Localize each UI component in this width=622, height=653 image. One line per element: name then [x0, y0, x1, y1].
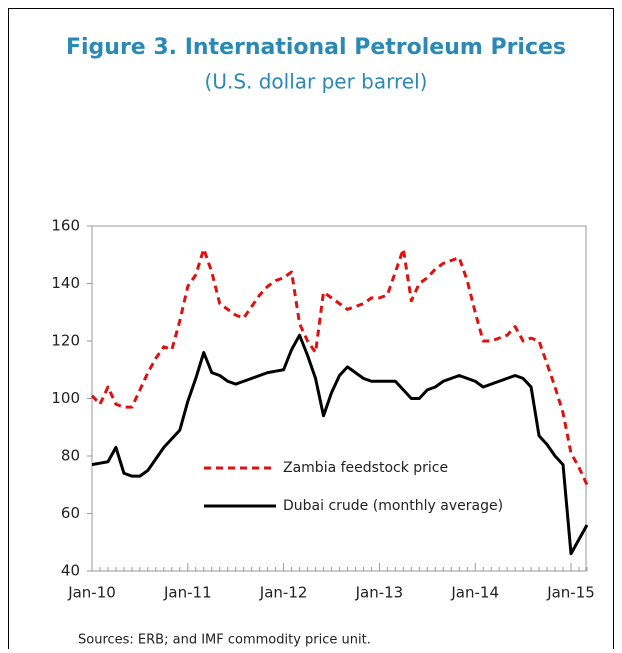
x-tick-label: Jan-14 — [450, 584, 499, 602]
y-tick-label: 160 — [51, 217, 80, 235]
plot-frame — [91, 225, 587, 572]
legend-label: Zambia feedstock price — [283, 460, 448, 476]
source-note: Sources: ERB; and IMF commodity price un… — [78, 633, 371, 648]
y-tick-label: 80 — [61, 447, 80, 465]
y-tick-label: 140 — [51, 274, 80, 292]
x-tick-label: Jan-11 — [163, 584, 212, 602]
y-tick-label: 120 — [51, 332, 80, 350]
chart-title: Figure 3. International Petroleum Prices — [66, 35, 566, 60]
series-line — [91, 333, 589, 556]
frame — [8, 8, 614, 649]
x-tick-label: Jan-13 — [355, 584, 404, 602]
y-tick-label: 40 — [61, 562, 80, 580]
series-line — [90, 247, 589, 486]
x-tick-label: Jan-10 — [67, 584, 116, 602]
chart-subtitle: (U.S. dollar per barrel) — [205, 70, 428, 94]
legend-label: Dubai crude (monthly average) — [283, 498, 503, 514]
x-tick-label: Jan-12 — [259, 584, 308, 602]
y-tick-label: 100 — [51, 389, 80, 407]
x-tick-label: Jan-15 — [546, 584, 595, 602]
y-tick-label: 60 — [61, 504, 80, 522]
